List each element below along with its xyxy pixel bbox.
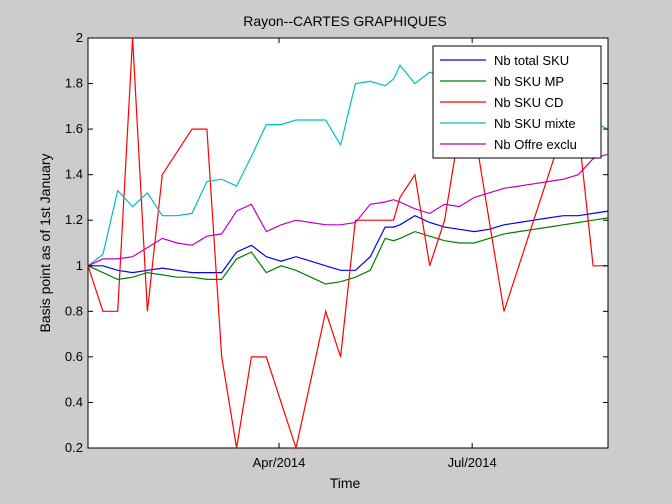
y-tick-label: 1.6: [65, 121, 83, 136]
series-line-nb-total-sku: [88, 210, 609, 274]
x-axis-label: Time: [330, 475, 361, 491]
legend: Nb total SKU Nb SKU MP Nb SKU CD Nb SKU mix…: [432, 45, 602, 159]
y-tick-label: 1: [76, 258, 83, 273]
legend-label-nb-sku-cd: Nb SKU CD: [494, 95, 563, 110]
y-tick-label: 2: [76, 30, 83, 45]
x-tick-label: Apr/2014: [253, 455, 306, 470]
series-line-nb-offre-exclu: [87, 153, 609, 267]
ticks-layer: 0.2 0.4 0.6 0.8 1 1.2 1.4 1.6 1.8 2 Apr/2014 Jul/20…: [65, 30, 608, 470]
y-tick-label: 0.6: [65, 349, 83, 364]
y-tick-label: 0.8: [65, 303, 83, 318]
legend-label-nb-sku-mixte: Nb SKU mixte: [494, 116, 576, 131]
y-tick-label: 1.8: [65, 76, 83, 91]
series-line-nb-sku-mp: [87, 217, 609, 285]
y-tick-label: 1.4: [65, 167, 83, 182]
y-axis-label: Basis point as of 1st January: [37, 154, 53, 333]
series-line-nb-sku-cd: [87, 37, 608, 451]
y-tick-label: 0.4: [65, 394, 83, 409]
legend-label-nb-sku-mp: Nb SKU MP: [494, 74, 564, 89]
chart-title: Rayon--CARTES GRAPHIQUES: [243, 13, 447, 29]
legend-label-nb-total-sku: Nb total SKU: [494, 53, 569, 68]
series-layer: [87, 37, 609, 451]
legend-label-nb-offre-exclu: Nb Offre exclu: [494, 137, 577, 152]
x-tick-label: Jul/2014: [448, 455, 497, 470]
y-tick-label: 0.2: [65, 440, 83, 455]
y-tick-label: 1.2: [65, 212, 83, 227]
